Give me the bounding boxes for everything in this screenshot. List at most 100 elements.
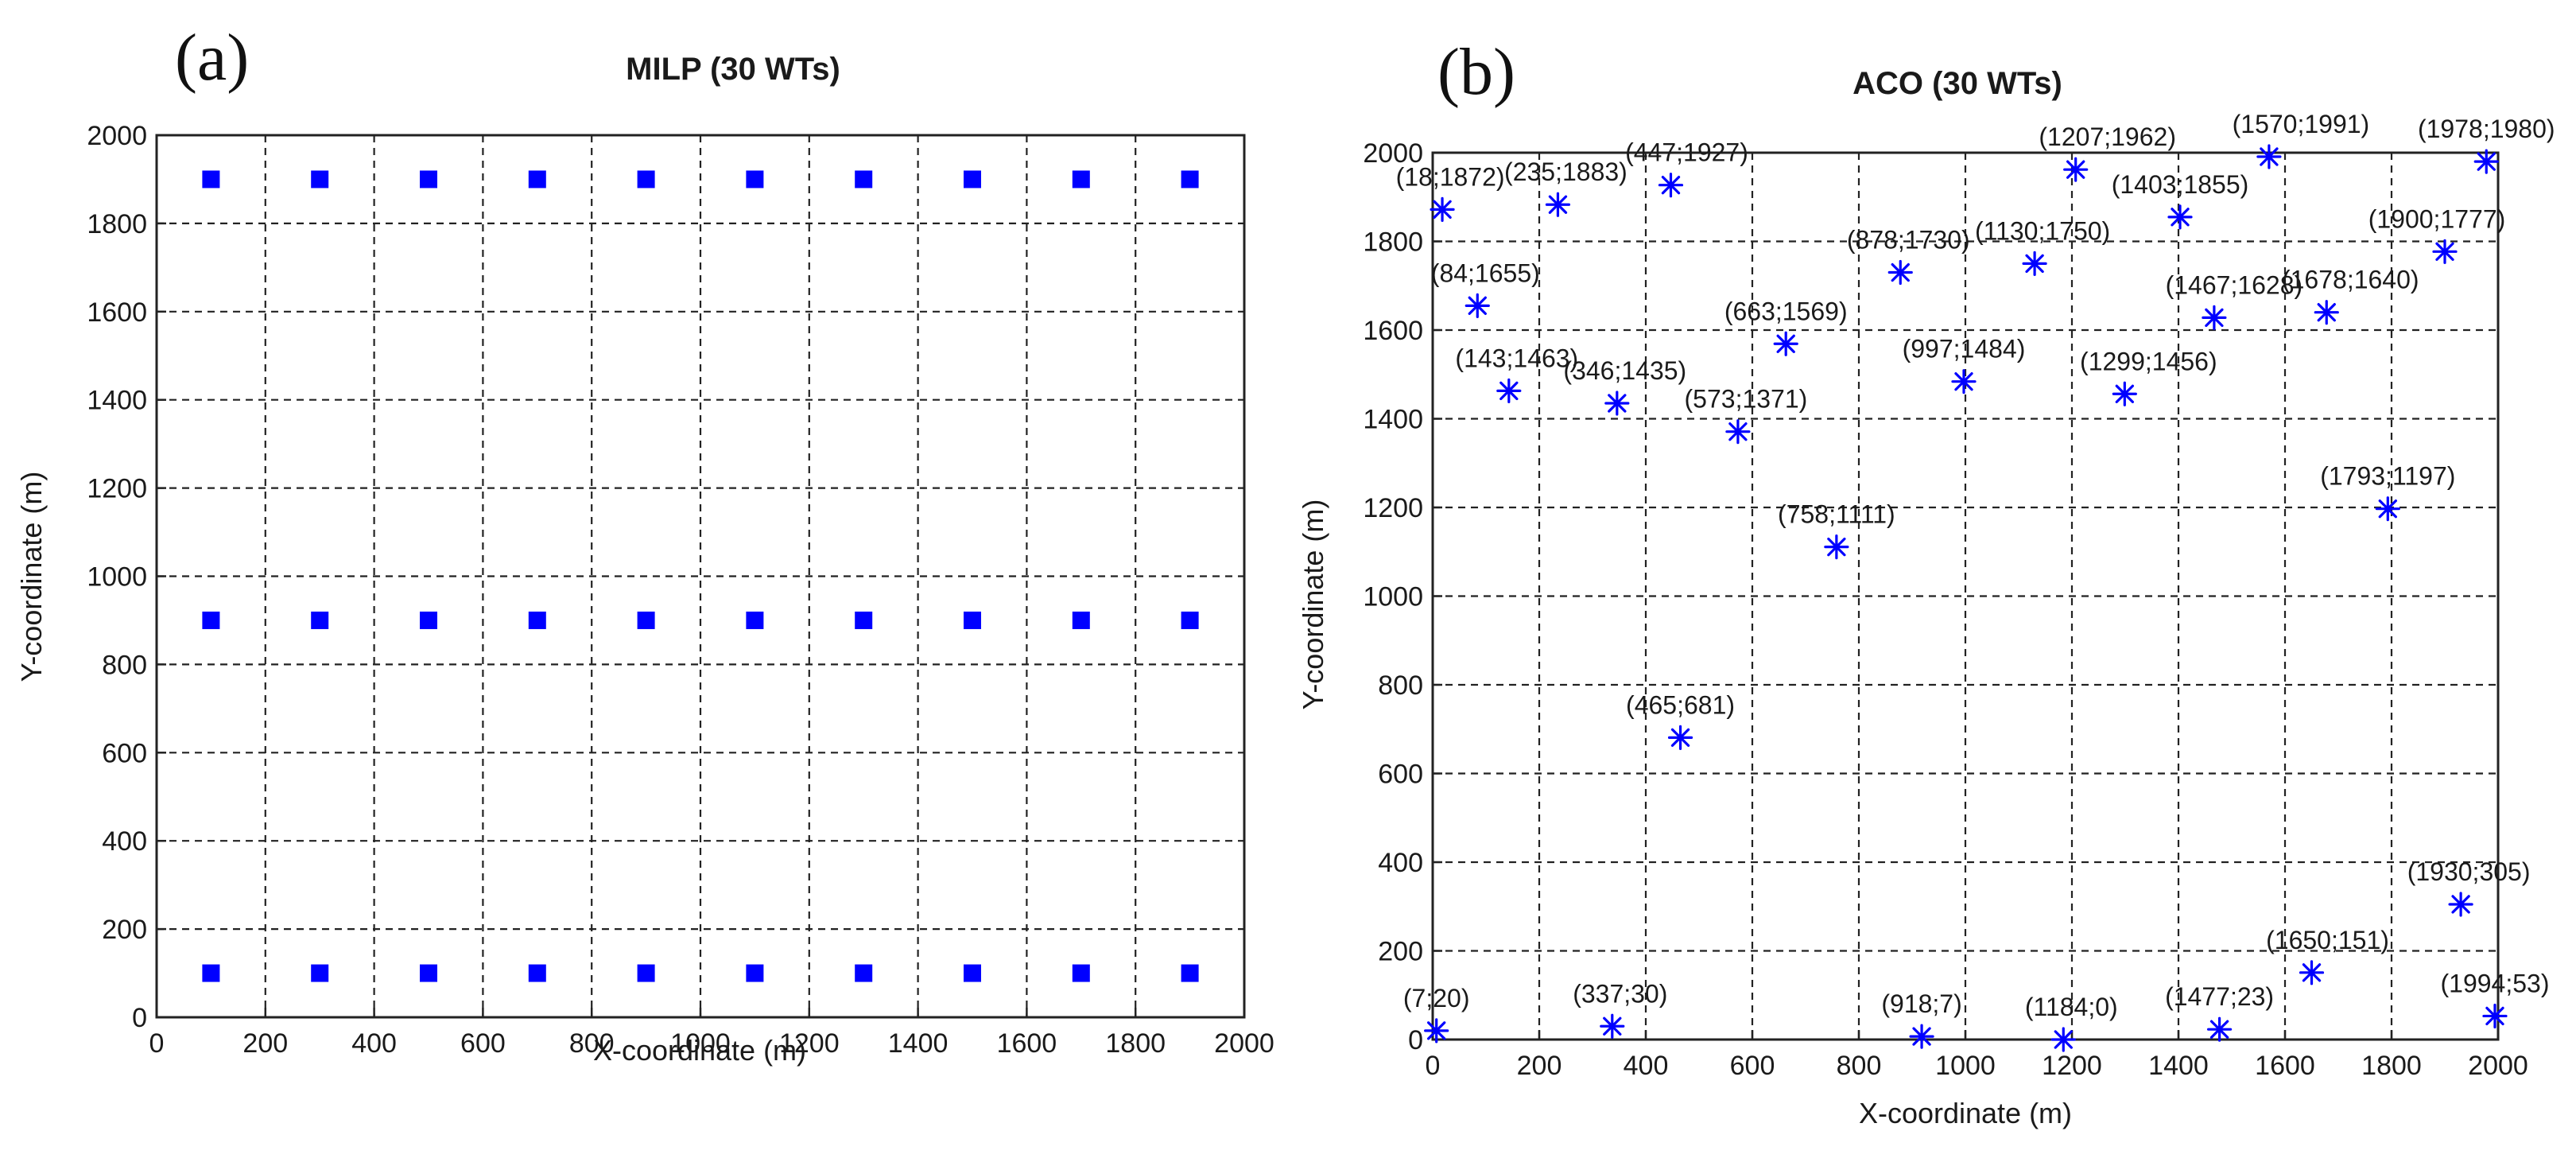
x-tick-label: 1800 bbox=[1105, 1028, 1166, 1059]
turbine-coordinate-label: (663;1569) bbox=[1724, 297, 1848, 325]
turbine-coordinate-label: (18;1872) bbox=[1396, 162, 1505, 191]
turbine-coordinate-label: (1130;1750) bbox=[1975, 216, 2110, 245]
turbine-marker bbox=[1430, 196, 1455, 222]
x-tick-label: 1200 bbox=[779, 1028, 840, 1059]
turbine-marker bbox=[420, 170, 437, 189]
panel-a-tag: (a) bbox=[175, 21, 249, 95]
turbine-coordinate-label: (1477;23) bbox=[2165, 982, 2274, 1011]
x-tick-label: 1600 bbox=[2255, 1051, 2315, 1081]
turbine-marker bbox=[2473, 149, 2499, 174]
turbine-marker bbox=[1545, 192, 1571, 217]
x-tick-label: 1200 bbox=[2042, 1051, 2102, 1081]
turbine-marker bbox=[1909, 1024, 1934, 1049]
panel-b-y-axis-label: Y-coordinate (m) bbox=[1297, 499, 1329, 710]
x-tick-label: 200 bbox=[242, 1028, 288, 1059]
turbine-marker bbox=[2063, 157, 2089, 182]
turbine-marker bbox=[2256, 144, 2282, 169]
turbine-coordinate-label: (235;1883) bbox=[1504, 157, 1627, 186]
turbine-marker bbox=[1824, 534, 1849, 560]
x-tick-label: 600 bbox=[1730, 1051, 1775, 1081]
y-tick-label: 200 bbox=[1378, 937, 1423, 967]
y-tick-label: 1800 bbox=[87, 209, 147, 239]
turbine-marker bbox=[420, 611, 437, 629]
turbine-coordinate-label: (573;1371) bbox=[1685, 385, 1808, 414]
y-tick-label: 400 bbox=[1378, 848, 1423, 878]
turbine-marker bbox=[202, 611, 220, 629]
panel-b-marks bbox=[1424, 144, 2508, 1052]
turbine-marker bbox=[2448, 892, 2473, 917]
turbine-marker bbox=[1072, 964, 1090, 982]
y-tick-label: 1000 bbox=[87, 562, 147, 593]
turbine-marker bbox=[855, 611, 873, 629]
panel-b-grid bbox=[1433, 153, 2498, 1040]
y-tick-label: 1600 bbox=[1363, 316, 1423, 346]
turbine-marker bbox=[2375, 496, 2400, 522]
y-tick-label: 2000 bbox=[1363, 138, 1423, 169]
turbine-marker bbox=[1424, 1018, 1449, 1044]
turbine-marker bbox=[2167, 204, 2193, 230]
turbine-marker bbox=[1181, 611, 1199, 629]
turbine-marker bbox=[964, 964, 981, 982]
turbine-marker bbox=[637, 964, 655, 982]
turbine-coordinate-label: (1570;1991) bbox=[2233, 110, 2370, 138]
panel-a-marks bbox=[202, 170, 1199, 982]
y-tick-label: 1200 bbox=[1363, 493, 1423, 523]
turbine-marker bbox=[202, 170, 220, 189]
turbine-coordinate-label: (918;7) bbox=[1881, 989, 1961, 1018]
turbine-marker bbox=[1604, 391, 1630, 416]
x-tick-label: 400 bbox=[351, 1028, 397, 1059]
panel-b-tag: (b) bbox=[1437, 35, 1515, 109]
turbine-coordinate-label: (758;1111) bbox=[1778, 500, 1895, 529]
turbine-marker bbox=[1465, 293, 1490, 318]
turbine-coordinate-label: (1678;1640) bbox=[2282, 266, 2419, 294]
turbine-coordinate-label: (1650;151) bbox=[2266, 926, 2389, 954]
y-tick-label: 1000 bbox=[1363, 582, 1423, 612]
panel-a-ticks: 0 200 400 600 800 1000 1200 1400 1600 1800 2000 0 20… bbox=[87, 121, 1274, 1059]
turbine-marker bbox=[2299, 960, 2325, 985]
y-tick-label: 1200 bbox=[87, 474, 147, 504]
panel-b-title: ACO (30 WTs) bbox=[1852, 66, 2062, 101]
turbine-marker bbox=[746, 964, 764, 982]
x-tick-label: 0 bbox=[1426, 1051, 1441, 1081]
x-tick-label: 600 bbox=[460, 1028, 506, 1059]
turbine-coordinate-label: (84;1655) bbox=[1431, 258, 1540, 287]
turbine-marker bbox=[1181, 170, 1199, 189]
turbine-coordinate-label: (1793;1197) bbox=[2320, 462, 2455, 491]
turbine-marker bbox=[1600, 1013, 1625, 1039]
turbine-marker bbox=[2202, 305, 2227, 330]
y-tick-label: 0 bbox=[132, 1003, 147, 1033]
turbine-marker bbox=[311, 170, 329, 189]
turbine-marker bbox=[746, 611, 764, 629]
turbine-marker bbox=[1667, 725, 1693, 750]
panel-b-x-axis-label: X-coordinate (m) bbox=[1859, 1097, 2072, 1129]
turbine-coordinate-label: (7;20) bbox=[1403, 984, 1470, 1012]
turbine-coordinate-label: (1467;1628) bbox=[2166, 270, 2303, 299]
turbine-marker bbox=[964, 170, 981, 189]
turbine-marker bbox=[855, 170, 873, 189]
panel-b-point-labels: (18;1872) (235;1883)(447;1927) (1207;1962)… bbox=[1396, 110, 2555, 1021]
turbine-marker bbox=[528, 170, 546, 189]
x-tick-label: 1400 bbox=[2148, 1051, 2209, 1081]
panel-a-y-axis-label: Y-coordinate (m) bbox=[15, 472, 48, 682]
turbine-coordinate-label: (1403;1855) bbox=[2112, 170, 2249, 199]
turbine-marker bbox=[1181, 964, 1199, 982]
x-tick-label: 800 bbox=[1837, 1051, 1882, 1081]
x-tick-label: 1000 bbox=[1935, 1051, 1996, 1081]
x-tick-label: 0 bbox=[149, 1028, 165, 1059]
turbine-marker bbox=[1951, 369, 1977, 394]
turbine-marker bbox=[528, 964, 546, 982]
turbine-coordinate-label: (465;681) bbox=[1626, 690, 1735, 719]
turbine-marker bbox=[2050, 1027, 2076, 1052]
x-tick-label: 1800 bbox=[2361, 1051, 2422, 1081]
x-tick-label: 1400 bbox=[888, 1028, 949, 1059]
turbine-coordinate-label: (1930;305) bbox=[2407, 857, 2531, 886]
x-tick-label: 2000 bbox=[2468, 1051, 2528, 1081]
turbine-coordinate-label: (447;1927) bbox=[1625, 138, 1748, 167]
y-tick-label: 2000 bbox=[87, 121, 147, 151]
turbine-marker bbox=[1887, 259, 1913, 286]
turbine-marker bbox=[637, 611, 655, 629]
turbine-marker bbox=[2206, 1016, 2233, 1042]
turbine-coordinate-label: (1207;1962) bbox=[2039, 122, 2176, 151]
turbine-marker bbox=[1496, 378, 1522, 403]
y-tick-label: 400 bbox=[102, 826, 147, 857]
